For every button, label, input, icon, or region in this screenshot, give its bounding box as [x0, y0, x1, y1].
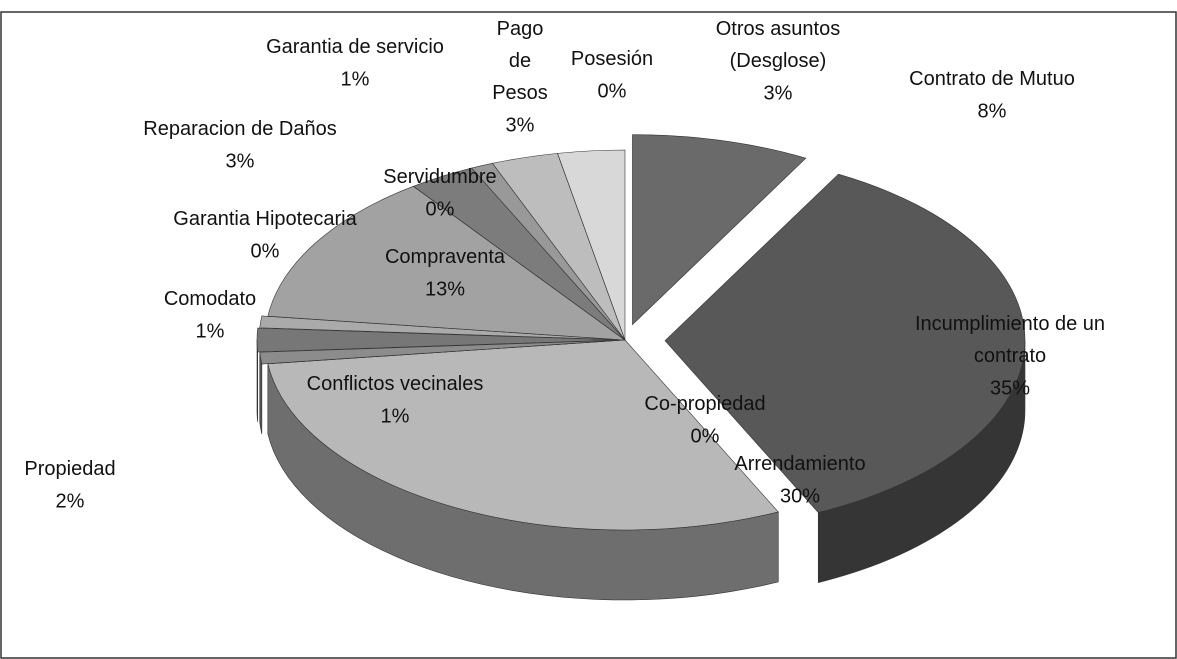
- data-label-name: Co-propiedad: [644, 393, 765, 415]
- data-label-name: Incumplimiento de un contrato: [915, 313, 1105, 367]
- data-label-name: Comodato: [164, 288, 256, 310]
- data-label-value: 3%: [226, 150, 255, 172]
- data-label-value: 1%: [341, 68, 370, 90]
- data-label-name: Contrato de Mutuo: [909, 68, 1075, 90]
- slice: [557, 149, 626, 341]
- data-label-value: 0%: [251, 240, 280, 262]
- slice: [632, 134, 807, 326]
- data-label-value: 8%: [978, 100, 1007, 122]
- data-label-value: 0%: [598, 80, 627, 102]
- data-label-value: 2%: [56, 490, 85, 512]
- data-label-value: 35%: [990, 377, 1030, 399]
- data-label-value: 1%: [196, 320, 225, 342]
- data-label-name: Garantia de servicio: [266, 36, 444, 58]
- data-label-value: 3%: [506, 114, 535, 136]
- slice: [267, 339, 779, 531]
- data-label-name: Posesión: [571, 48, 653, 70]
- slice: [664, 173, 1026, 513]
- data-label-value: 1%: [381, 405, 410, 427]
- data-label-name: Arrendamiento: [734, 453, 865, 475]
- data-label-name: Propiedad: [24, 458, 115, 480]
- data-label-name: Pago de Pesos: [492, 18, 548, 104]
- slice: [256, 327, 618, 353]
- data-label-value: 13%: [425, 278, 465, 300]
- data-label-name: Conflictos vecinales: [307, 373, 484, 395]
- data-label-value: 0%: [426, 198, 455, 220]
- data-label-name: Servidumbre: [383, 166, 496, 188]
- slice-side: [256, 340, 259, 422]
- data-label-name: Compraventa: [385, 246, 506, 268]
- data-label-value: 30%: [780, 485, 820, 507]
- pie: [256, 134, 1026, 601]
- slice-side: [259, 352, 263, 435]
- data-label-value: 3%: [764, 82, 793, 104]
- labels: Contrato de Mutuo 8% Incumplimiento de un c…: [24, 18, 1105, 512]
- slice: [259, 339, 620, 365]
- slice: [267, 185, 627, 341]
- data-label-name: Garantia Hipotecaria: [173, 208, 357, 230]
- data-label-value: 0%: [691, 425, 720, 447]
- data-label-name: Reparacion de Daños: [143, 118, 336, 140]
- data-label-name: Otros asuntos (Desglose): [716, 18, 841, 72]
